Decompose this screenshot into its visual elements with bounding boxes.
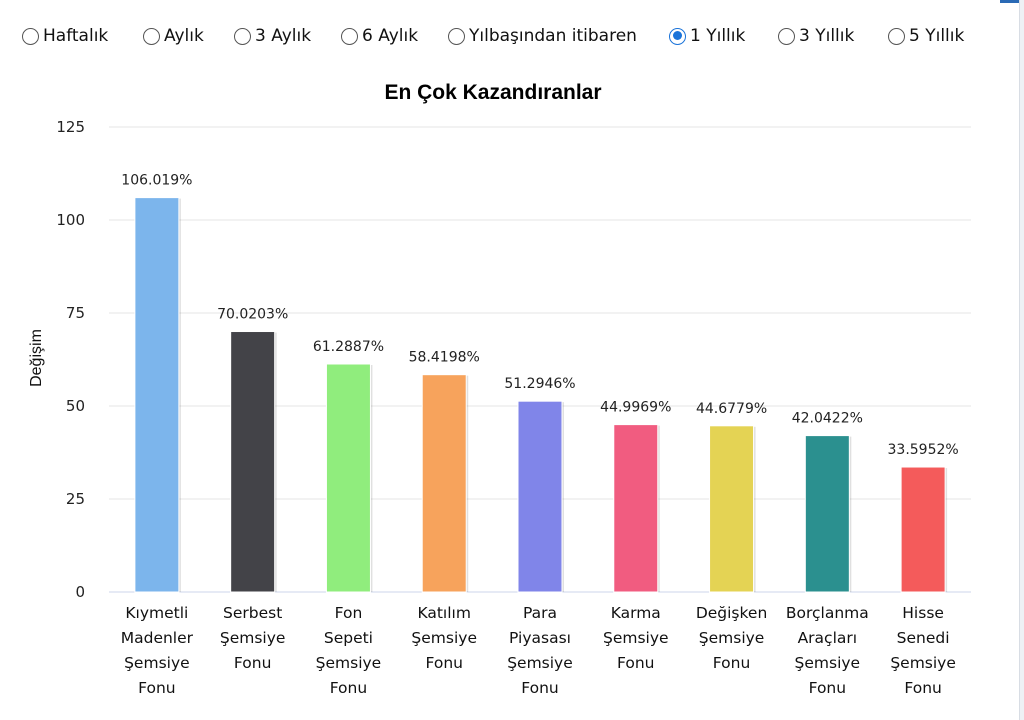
bar[interactable] [134, 197, 180, 593]
bar[interactable] [421, 374, 467, 593]
radio-label: 6 Aylık [362, 26, 419, 46]
category-label-line: Şemsiye [316, 654, 382, 672]
category-label-line: Fonu [234, 654, 272, 672]
y-axis-title: Değişim [28, 329, 45, 387]
category-label: Serbest Şemsiye Fonu [220, 604, 286, 672]
category-label-line: Şemsiye [220, 629, 286, 647]
data-label: 44.9969% [600, 400, 671, 416]
category-label-line: Fon [335, 604, 363, 622]
radio-circle-icon[interactable] [143, 27, 160, 45]
category-label-line: Sepeti [324, 629, 373, 647]
bar[interactable] [804, 435, 850, 593]
category-label-line: Karma [611, 604, 661, 622]
category-label: Fon Sepeti Şemsiye Fonu [316, 604, 382, 697]
radio-label: 3 Aylık [255, 26, 312, 46]
category-label-line: Kıymetli [125, 604, 188, 622]
radio-weekly[interactable]: Haftalık [22, 26, 108, 46]
radio-label: 3 Yıllık [799, 26, 855, 46]
data-label: 58.4198% [409, 350, 480, 366]
y-tick-label: 50 [66, 397, 85, 415]
category-label-line: Şemsiye [890, 654, 956, 672]
radio-3-months[interactable]: 3 Aylık [234, 26, 311, 46]
radio-label: Haftalık [43, 26, 109, 46]
data-label: 44.6779% [696, 401, 767, 417]
category-label-line: Fonu [713, 654, 751, 672]
category-label-line: Fonu [138, 679, 176, 697]
category-label-line: Değişken [696, 604, 767, 622]
radio-3-years[interactable]: 3 Yıllık [778, 26, 854, 46]
category-label-line: Senedi [897, 629, 950, 647]
category-label-line: Şemsiye [699, 629, 765, 647]
category-label-line: Katılım [417, 604, 471, 622]
radio-5-years[interactable]: 5 Yıllık [888, 26, 964, 46]
y-axis-ticks: 0 25 50 75 100 125 [56, 118, 85, 601]
radio-label: 1 Yıllık [690, 26, 746, 46]
radio-label: Yılbaşından itibaren [469, 26, 637, 46]
data-labels: 106.019% 70.0203% 61.2887% 58.4198% 51.2946%… [121, 173, 958, 458]
radio-label: 5 Yıllık [909, 26, 965, 46]
category-label-line: Fonu [330, 679, 368, 697]
category-label-line: Fonu [904, 679, 942, 697]
category-label-line: Şemsiye [411, 629, 477, 647]
y-tick-label: 25 [66, 490, 85, 508]
category-label: Para Piyasası Şemsiye Fonu [507, 604, 573, 697]
category-label-line: Şemsiye [795, 654, 861, 672]
data-label: 33.5952% [888, 442, 959, 458]
bars [134, 197, 948, 593]
category-label-line: Para [523, 604, 557, 622]
data-label: 42.0422% [792, 411, 863, 427]
category-label-line: Şemsiye [124, 654, 190, 672]
category-label: Karma Şemsiye Fonu [603, 604, 669, 672]
category-label-line: Madenler [121, 629, 194, 647]
y-tick-label: 100 [56, 211, 85, 229]
top-accent-bar [0, 0, 1024, 4]
period-selector: Haftalık Aylık 3 Aylık 6 Aylık Yılbaşınd… [0, 20, 1010, 56]
category-label-line: Araçları [798, 629, 857, 647]
category-label-line: Hisse [902, 604, 944, 622]
radio-label: Aylık [164, 26, 204, 46]
category-label: Katılım Şemsiye Fonu [411, 604, 477, 672]
scrollbar-track[interactable] [1019, 0, 1024, 720]
bar[interactable] [230, 331, 276, 593]
radio-circle-icon[interactable] [234, 27, 251, 45]
bar[interactable] [900, 466, 946, 593]
category-label-line: Fonu [425, 654, 463, 672]
y-tick-label: 125 [56, 118, 85, 136]
category-label-line: Fonu [617, 654, 655, 672]
data-label: 61.2887% [313, 339, 384, 355]
y-tick-label: 75 [66, 304, 85, 322]
bar[interactable] [325, 363, 371, 593]
category-label-line: Şemsiye [507, 654, 573, 672]
category-label-line: Piyasası [509, 629, 571, 647]
chart-title: En Çok Kazandıranlar [384, 81, 601, 104]
bar[interactable] [517, 400, 563, 593]
radio-monthly[interactable]: Aylık [143, 26, 204, 46]
x-axis-categories: Kıymetli Madenler Şemsiye Fonu Serbest Şemsiy… [121, 604, 956, 697]
bar[interactable] [709, 425, 755, 593]
category-label-line: Serbest [223, 604, 282, 622]
category-label-line: Şemsiye [603, 629, 669, 647]
data-label: 51.2946% [504, 376, 575, 392]
radio-circle-icon[interactable] [888, 27, 905, 45]
bar[interactable] [613, 424, 659, 593]
data-label: 70.0203% [217, 307, 288, 323]
category-label: Kıymetli Madenler Şemsiye Fonu [121, 604, 194, 697]
radio-1-year[interactable]: 1 Yıllık [669, 26, 745, 46]
radio-6-months[interactable]: 6 Aylık [341, 26, 418, 46]
y-tick-label: 0 [75, 583, 85, 601]
category-label-line: Fonu [521, 679, 559, 697]
category-label-line: Fonu [809, 679, 847, 697]
radio-circle-icon[interactable] [778, 27, 795, 45]
radio-circle-icon[interactable] [448, 27, 465, 45]
radio-circle-icon[interactable] [341, 27, 358, 45]
data-label: 106.019% [121, 173, 192, 189]
category-label-line: Borçlanma [786, 604, 869, 622]
category-label: Hisse Senedi Şemsiye Fonu [890, 604, 956, 697]
radio-circle-icon[interactable] [22, 27, 39, 45]
radio-circle-icon[interactable] [669, 27, 686, 45]
radio-year-to-date[interactable]: Yılbaşından itibaren [448, 26, 637, 46]
category-label: Borçlanma Araçları Şemsiye Fonu [786, 604, 869, 697]
category-label: Değişken Şemsiye Fonu [696, 604, 767, 672]
